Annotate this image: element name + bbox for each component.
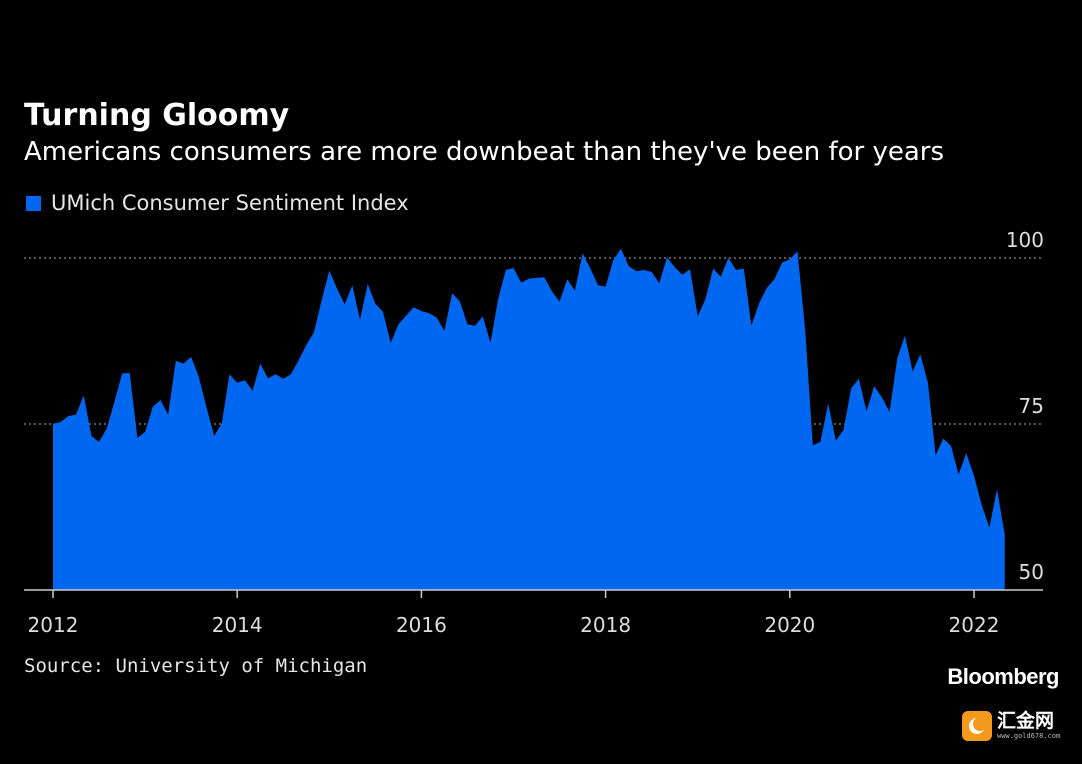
watermark-name: 汇金网 bbox=[997, 710, 1055, 732]
chart-title: Turning Gloomy bbox=[24, 98, 290, 133]
legend: UMich Consumer Sentiment Index bbox=[26, 191, 409, 215]
chart-subtitle: Americans consumers are more downbeat th… bbox=[24, 137, 945, 167]
bloomberg-logo: Bloomberg bbox=[947, 664, 1059, 689]
x-tick-label-2014: 2014 bbox=[212, 613, 263, 637]
x-tick-label-2022: 2022 bbox=[949, 613, 1000, 637]
area-layer bbox=[53, 248, 1005, 590]
y-tick-label-50: 50 bbox=[1019, 560, 1044, 584]
legend-swatch bbox=[26, 195, 41, 211]
y-tick-label-75: 75 bbox=[1019, 394, 1044, 418]
watermark: 汇金网 www.gold678.com bbox=[962, 708, 1072, 744]
axis-layer: 50 75 100 2012 2014 2016 2018 2020 2022 bbox=[24, 228, 1044, 637]
x-tick-label-2012: 2012 bbox=[28, 613, 79, 637]
x-tick-label-2018: 2018 bbox=[580, 613, 631, 637]
x-tick-label-2020: 2020 bbox=[764, 613, 815, 637]
legend-label: UMich Consumer Sentiment Index bbox=[51, 191, 409, 215]
source-note: Source: University of Michigan bbox=[24, 655, 368, 677]
watermark-url: www.gold678.com bbox=[997, 732, 1061, 740]
crescent-logo-icon bbox=[962, 711, 992, 741]
x-tick-label-2016: 2016 bbox=[396, 613, 447, 637]
area-series-umich bbox=[53, 248, 1005, 590]
y-tick-label-100: 100 bbox=[1006, 228, 1044, 252]
